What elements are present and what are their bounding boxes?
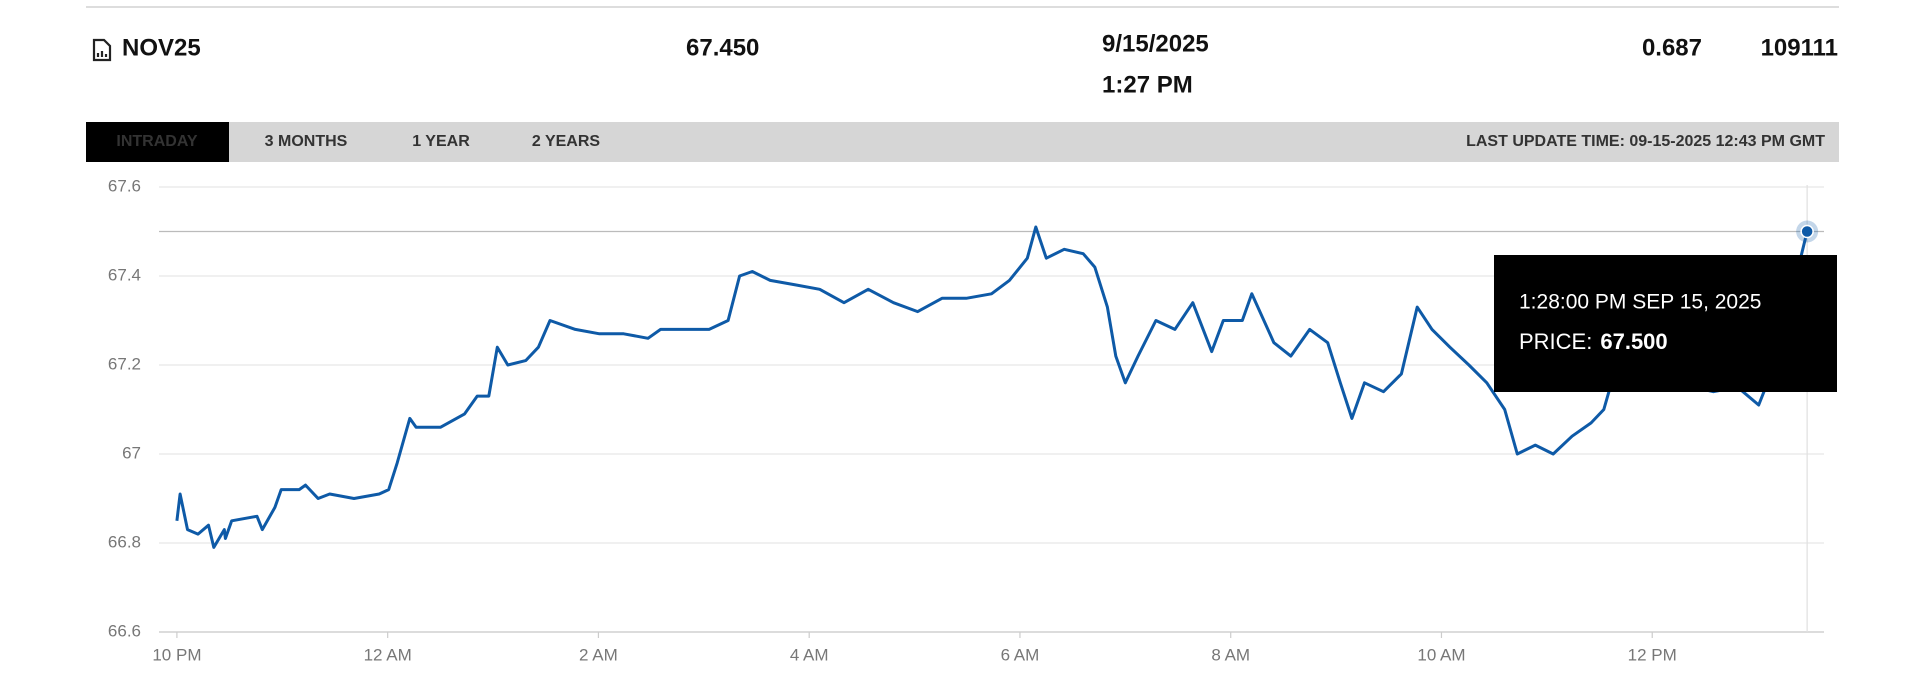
price-line xyxy=(175,225,1809,549)
x-tick-label: 12 PM xyxy=(1628,645,1677,664)
chart: 66.6 66.8 67 67.2 67.4 67.6 10 PM 12 AM 2 AM 4 AM… xyxy=(108,176,1837,664)
doc-icon xyxy=(92,38,112,62)
x-tick-label: 4 AM xyxy=(790,645,829,664)
x-tick-label: 12 AM xyxy=(364,645,412,664)
tab[interactable]: 1 YEAR xyxy=(412,133,470,150)
tooltip-time: 1:28:00 PM SEP 15, 2025 xyxy=(1519,291,1761,314)
y-tick-label: 67.4 xyxy=(108,265,141,284)
y-tick-label: 67 xyxy=(122,443,141,462)
x-tick-label: 10 PM xyxy=(152,645,201,664)
time: 1:27 PM xyxy=(1102,71,1193,98)
last-update: LAST UPDATE TIME: 09-15-2025 12:43 PM GM… xyxy=(1466,133,1825,150)
tab-active-bg xyxy=(86,122,229,162)
hover-point xyxy=(1800,224,1814,239)
last-price: 67.450 xyxy=(686,34,759,61)
symbol: NOV25 xyxy=(122,34,201,61)
x-tick-label: 6 AM xyxy=(1001,645,1040,664)
date: 9/15/2025 xyxy=(1102,30,1209,57)
tooltip-box xyxy=(1494,255,1837,392)
y-tick-label: 67.2 xyxy=(108,354,141,373)
tooltip-price: PRICE: 67.500 xyxy=(1519,329,1668,354)
change: 0.687 xyxy=(1642,34,1702,61)
tabs: INTRADAY 3 MONTHS 1 YEAR 2 YEARS xyxy=(86,122,600,162)
x-tick-label: 2 AM xyxy=(579,645,618,664)
tooltip-price-label: PRICE: xyxy=(1519,329,1592,354)
y-tick-label: 66.6 xyxy=(108,621,141,640)
tab[interactable]: 3 MONTHS xyxy=(265,133,348,150)
volume: 109111 xyxy=(1761,34,1838,61)
tab[interactable]: INTRADAY xyxy=(116,133,198,150)
x-tick-label: 8 AM xyxy=(1211,645,1250,664)
tooltip-price-value: 67.500 xyxy=(1600,329,1667,354)
x-tick-label: 10 AM xyxy=(1417,645,1465,664)
y-tick-label: 66.8 xyxy=(108,532,141,551)
tab[interactable]: 2 YEARS xyxy=(532,133,601,150)
tab-bar xyxy=(86,122,1839,162)
y-tick-label: 67.6 xyxy=(108,176,141,195)
